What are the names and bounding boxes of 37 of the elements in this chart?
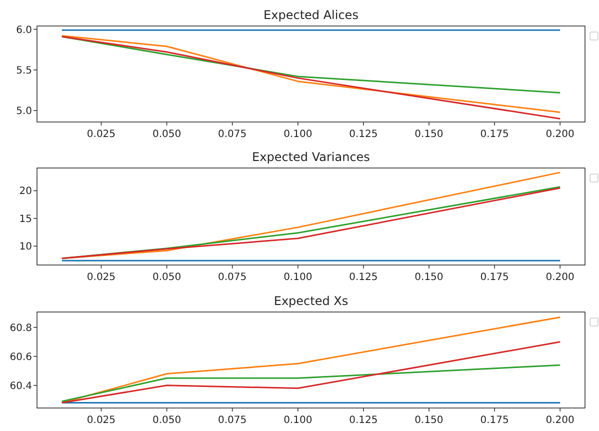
x-tick-label: 0.150: [414, 272, 444, 283]
x-tick-label: 0.150: [414, 415, 444, 426]
x-tick-label: 0.175: [480, 415, 509, 426]
x-tick-label: 0.025: [86, 415, 116, 426]
x-tick-label: 0.150: [414, 129, 444, 140]
chart-title: Expected Alices: [264, 8, 358, 22]
x-tick-label: 0.075: [218, 415, 247, 426]
y-tick-label: 10: [19, 242, 32, 253]
y-tick-label: 60.4: [10, 380, 32, 392]
y-tick-label: 15: [19, 214, 32, 225]
x-tick-label: 0.125: [349, 415, 378, 426]
y-tick-label: 5.5: [16, 65, 32, 76]
x-tick-label: 0.050: [152, 272, 182, 283]
x-tick-label: 0.200: [546, 272, 574, 283]
line-series: [61, 341, 561, 404]
chart-title: Expected Xs: [274, 294, 348, 308]
y-tick-label: 20: [19, 186, 32, 198]
x-tick-label: 0.100: [284, 415, 312, 426]
x-tick-label: 0.050: [152, 415, 182, 426]
chart-title: Expected Variances: [252, 150, 370, 164]
x-tick-label: 0.125: [349, 272, 378, 283]
x-tick-label: 0.200: [546, 129, 574, 140]
y-tick-label: 60.8: [10, 322, 32, 334]
x-tick-label: 0.125: [349, 129, 378, 140]
x-tick-label: 0.100: [284, 129, 312, 140]
x-tick-label: 0.175: [480, 272, 509, 283]
x-tick-label: 0.100: [284, 272, 312, 283]
x-tick-label: 0.025: [86, 272, 116, 283]
y-tick-label: 60.6: [10, 352, 32, 363]
x-tick-label: 0.075: [218, 129, 247, 140]
x-tick-label: 0.200: [546, 415, 574, 426]
x-tick-label: 0.050: [152, 129, 182, 140]
y-tick-label: 6.0: [16, 24, 32, 36]
x-tick-label: 0.025: [86, 129, 116, 140]
x-tick-label: 0.175: [480, 129, 509, 140]
x-tick-label: 0.075: [218, 272, 247, 283]
y-tick-label: 5.0: [16, 106, 32, 118]
